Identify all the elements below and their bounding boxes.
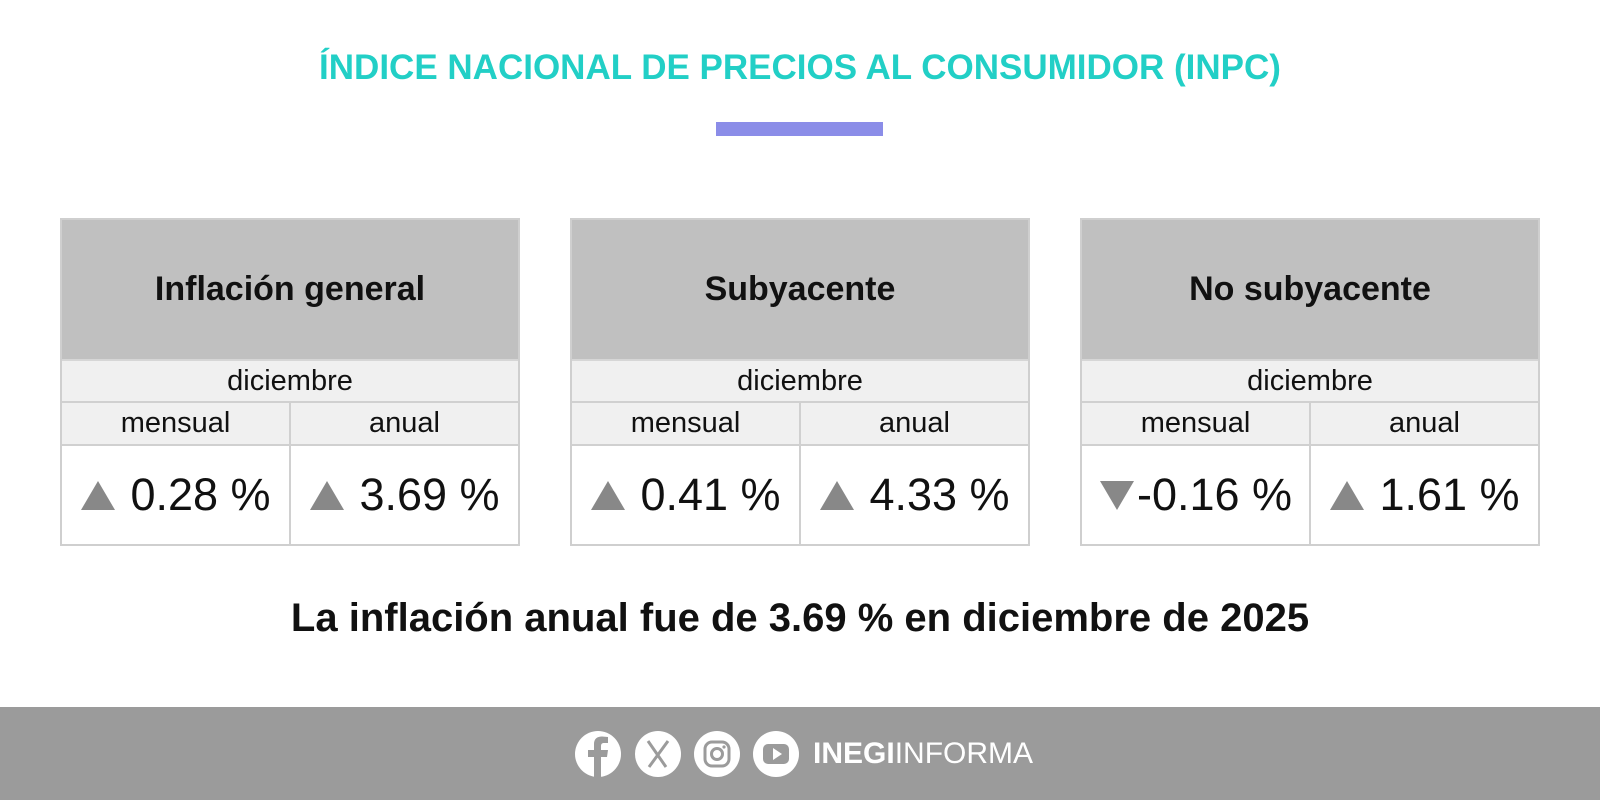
footer: INEGIINFORMA [0,707,1600,800]
period: diciembre [62,359,518,401]
value: 3.69 % [359,469,500,520]
instagram-icon[interactable] [694,731,740,777]
value: -0.16 % [1136,469,1293,520]
value: 0.28 % [130,469,271,520]
card-title: Inflación general [62,220,518,359]
value-cell: 1.61 % [1309,446,1538,544]
value-cell: 0.28 % [62,446,289,544]
value: 4.33 % [869,469,1010,520]
card-title: No subyacente [1082,220,1538,359]
value: 1.61 % [1379,469,1520,520]
column-label: mensual [572,403,799,444]
youtube-icon[interactable] [753,731,799,777]
x-icon[interactable] [635,731,681,777]
column-label: mensual [1082,403,1309,444]
value-cell: 4.33 % [799,446,1028,544]
column-label: anual [799,403,1028,444]
facebook-icon[interactable] [575,731,621,777]
value-cell: -0.16 % [1082,446,1309,544]
value: 0.41 % [640,469,781,520]
card-title: Subyacente [572,220,1028,359]
value-cell: 3.69 % [289,446,518,544]
summary: La inflación anual fue de 3.69 % en dici… [290,596,1310,640]
column-label: mensual [62,403,289,444]
card: No subyacente diciembre mensual anual -0.… [1080,218,1540,546]
column-label: anual [289,403,518,444]
up-arrow [81,481,116,510]
up-arrow [591,481,626,510]
brand-light: INFORMA [894,737,1034,770]
period: diciembre [572,359,1028,401]
brand-bold: INEGI [813,737,895,770]
period: diciembre [1082,359,1538,401]
brand: INEGIINFORMA [813,737,1033,771]
card: Inflación general diciembre mensual anual… [60,218,520,546]
up-arrow [310,481,345,510]
value-cell: 0.41 % [572,446,799,544]
title: ÍNDICE NACIONAL DE PRECIOS AL CONSUMIDOR… [319,48,1281,87]
card: Subyacente diciembre mensual anual 0.41 %… [570,218,1030,546]
down-arrow [1099,481,1134,510]
title-underline [716,122,883,136]
column-label: anual [1309,403,1538,444]
social-icons [575,731,799,777]
up-arrow [820,481,855,510]
up-arrow [1330,481,1365,510]
